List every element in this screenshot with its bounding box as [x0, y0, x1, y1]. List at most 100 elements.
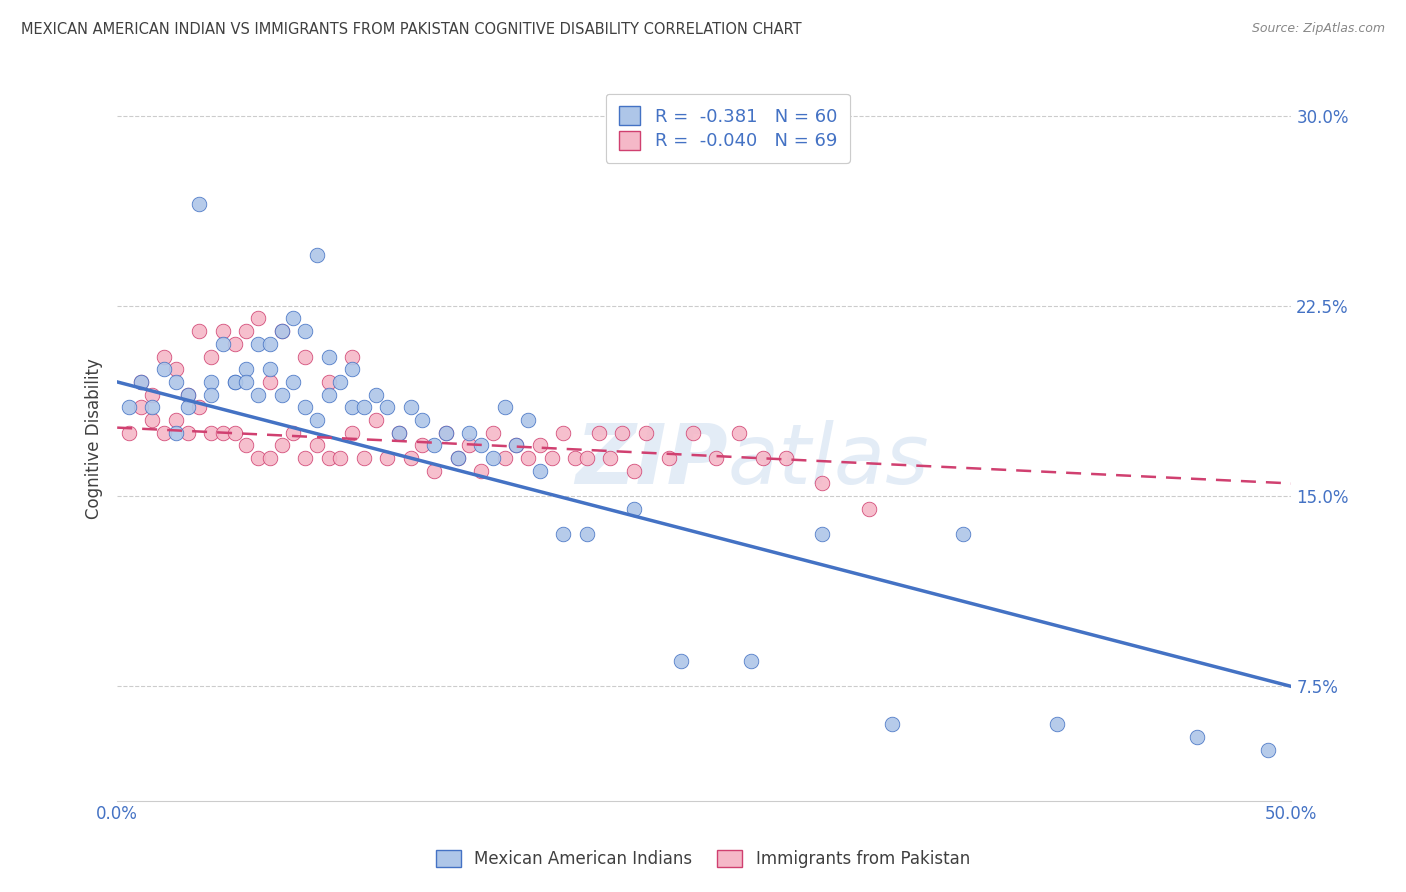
Point: [153, 350, 176, 364]
Point: [259, 451, 281, 466]
Point: [305, 248, 328, 262]
Point: [153, 425, 176, 440]
Point: [952, 527, 974, 541]
Point: [704, 451, 727, 466]
Point: [283, 311, 305, 326]
Point: [212, 425, 235, 440]
Y-axis label: Cognitive Disability: Cognitive Disability: [86, 359, 103, 519]
Point: [283, 375, 305, 389]
Point: [494, 451, 516, 466]
Point: [658, 451, 681, 466]
Point: [740, 654, 762, 668]
Point: [283, 425, 305, 440]
Point: [235, 438, 257, 452]
Point: [458, 425, 481, 440]
Point: [259, 375, 281, 389]
Point: [318, 451, 340, 466]
Text: MEXICAN AMERICAN INDIAN VS IMMIGRANTS FROM PAKISTAN COGNITIVE DISABILITY CORRELA: MEXICAN AMERICAN INDIAN VS IMMIGRANTS FR…: [21, 22, 801, 37]
Point: [318, 387, 340, 401]
Point: [165, 425, 187, 440]
Point: [505, 438, 527, 452]
Point: [200, 375, 222, 389]
Point: [353, 401, 375, 415]
Point: [575, 451, 598, 466]
Point: [176, 387, 198, 401]
Point: [340, 401, 363, 415]
Point: [129, 401, 152, 415]
Point: [247, 451, 270, 466]
Legend: Mexican American Indians, Immigrants from Pakistan: Mexican American Indians, Immigrants fro…: [429, 843, 977, 875]
Point: [517, 451, 540, 466]
Point: [553, 425, 575, 440]
Point: [129, 375, 152, 389]
Point: [411, 413, 433, 427]
Point: [176, 425, 198, 440]
Point: [294, 401, 316, 415]
Point: [1187, 730, 1209, 744]
Point: [247, 337, 270, 351]
Point: [858, 501, 880, 516]
Point: [388, 425, 411, 440]
Point: [599, 451, 621, 466]
Point: [141, 401, 163, 415]
Point: [118, 425, 141, 440]
Point: [165, 375, 187, 389]
Point: [212, 324, 235, 338]
Point: [494, 401, 516, 415]
Point: [588, 425, 610, 440]
Point: [553, 527, 575, 541]
Text: Source: ZipAtlas.com: Source: ZipAtlas.com: [1251, 22, 1385, 36]
Point: [224, 375, 246, 389]
Point: [212, 337, 235, 351]
Point: [669, 654, 692, 668]
Point: [165, 362, 187, 376]
Point: [482, 451, 505, 466]
Point: [564, 451, 586, 466]
Legend: R =  -0.381   N = 60, R =  -0.040   N = 69: R = -0.381 N = 60, R = -0.040 N = 69: [606, 94, 849, 163]
Point: [728, 425, 751, 440]
Point: [447, 451, 470, 466]
Point: [329, 375, 352, 389]
Point: [188, 197, 211, 211]
Point: [529, 438, 551, 452]
Point: [682, 425, 704, 440]
Point: [294, 350, 316, 364]
Point: [235, 324, 257, 338]
Point: [200, 387, 222, 401]
Point: [270, 438, 292, 452]
Text: ZIP: ZIP: [575, 420, 728, 501]
Point: [411, 438, 433, 452]
Point: [423, 464, 446, 478]
Point: [610, 425, 633, 440]
Point: [259, 362, 281, 376]
Point: [434, 425, 457, 440]
Point: [247, 311, 270, 326]
Point: [141, 413, 163, 427]
Point: [529, 464, 551, 478]
Point: [399, 451, 422, 466]
Point: [247, 387, 270, 401]
Point: [305, 438, 328, 452]
Text: atlas: atlas: [728, 420, 929, 501]
Point: [458, 438, 481, 452]
Point: [353, 451, 375, 466]
Point: [176, 401, 198, 415]
Point: [340, 362, 363, 376]
Point: [235, 375, 257, 389]
Point: [176, 387, 198, 401]
Point: [224, 337, 246, 351]
Point: [200, 350, 222, 364]
Point: [188, 324, 211, 338]
Point: [141, 387, 163, 401]
Point: [482, 425, 505, 440]
Point: [235, 362, 257, 376]
Point: [270, 324, 292, 338]
Point: [517, 413, 540, 427]
Point: [882, 717, 904, 731]
Point: [810, 527, 832, 541]
Point: [575, 527, 598, 541]
Point: [318, 375, 340, 389]
Point: [165, 413, 187, 427]
Point: [129, 375, 152, 389]
Point: [259, 337, 281, 351]
